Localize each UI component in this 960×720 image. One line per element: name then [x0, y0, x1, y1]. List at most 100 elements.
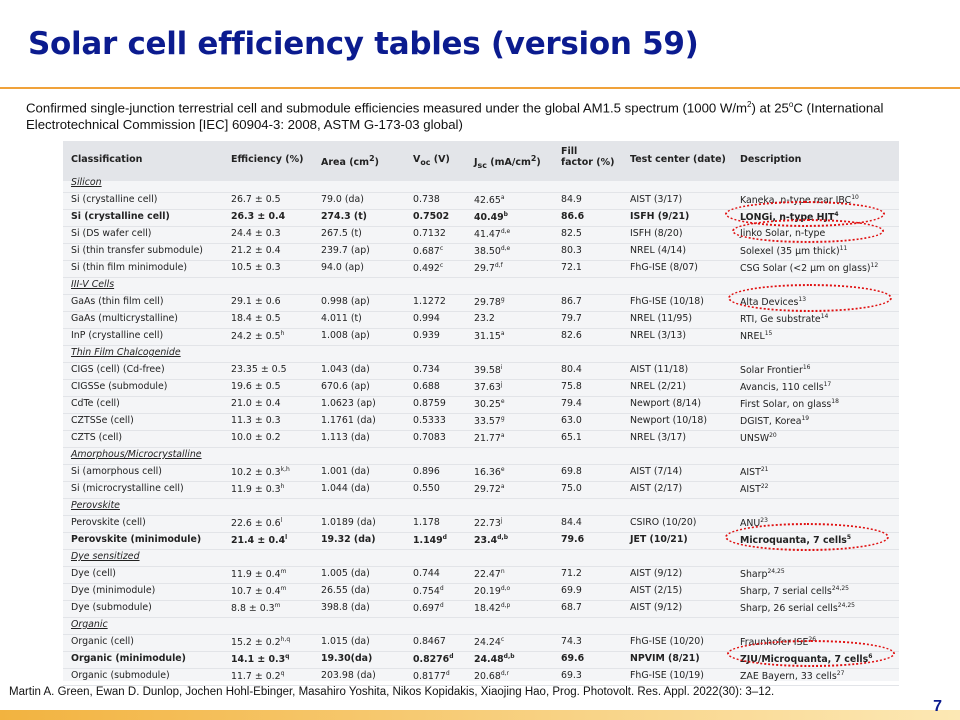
cell-jsc-footnote: b	[503, 211, 508, 218]
cell-eff: 23.35 ± 0.5	[231, 364, 287, 375]
table-row: CdTe (cell) 21.0 ± 0.4 1.0623 (ap) 0.8759 30…	[63, 396, 899, 414]
cell-center-text: NREL (4/14)	[630, 245, 687, 256]
cell-jsc-text: 40.49	[474, 212, 504, 224]
cell-ff: 84.4	[561, 517, 582, 528]
cell-eff-text: 15.2 ± 0.2	[231, 637, 281, 649]
cell-voc-text: 0.744	[413, 568, 440, 579]
highlight-jinko	[732, 219, 884, 243]
cell-ff: 75.8	[561, 381, 582, 392]
cell-jsc: 37.63j	[474, 381, 503, 393]
cell-voc-text: 0.8759	[413, 398, 446, 409]
cell-jsc-footnote: i	[500, 364, 503, 371]
cell-voc-text: 0.7083	[413, 432, 446, 443]
cell-eff-text: 26.3 ± 0.4	[231, 211, 286, 222]
cell-area: 1.044 (da)	[321, 483, 370, 494]
cell-jsc-footnote: a	[500, 483, 505, 490]
cell-jsc-footnote: d,r	[500, 670, 510, 677]
header-fill-factor: Fill factor (%)	[561, 146, 614, 168]
cell-ff: 79.4	[561, 398, 582, 409]
cell-area-text: 1.043 (da)	[321, 364, 370, 375]
cell-center-text: AIST (11/18)	[630, 364, 689, 375]
cell-jsc-footnote: d,b	[497, 534, 509, 541]
cell-name-text: GaAs (thin film cell)	[71, 296, 164, 307]
cell-desc: Solar Frontier16	[740, 364, 810, 376]
bottom-accent-bar	[0, 710, 960, 720]
cell-ff-text: 74.3	[561, 636, 582, 647]
intro-sup-2: o	[788, 100, 794, 109]
cell-area: 274.3 (t)	[321, 211, 367, 222]
cell-ff-text: 75.8	[561, 381, 582, 392]
table-row: Si (microcrystalline cell) 11.9 ± 0.3h 1.0…	[63, 481, 899, 499]
cell-name: Perovskite (cell)	[71, 517, 146, 528]
cell-ff-text: 79.7	[561, 313, 582, 324]
cell-center: Newport (8/14)	[630, 398, 701, 409]
table-row: CIGSSe (submodule) 19.6 ± 0.5 670.6 (ap) 0.…	[63, 379, 899, 397]
cell-jsc-text: 22.47	[474, 569, 501, 581]
cell-desc-footnote: 27	[836, 670, 845, 677]
cell-jsc-text: 33.57	[474, 416, 501, 428]
cell-jsc-footnote: e	[500, 466, 505, 473]
cell-ff: 69.8	[561, 466, 582, 477]
cell-desc-text: DGIST, Korea	[740, 416, 802, 428]
cell-desc-text: ANU	[740, 518, 761, 530]
table-row: Si (thin transfer submodule) 21.2 ± 0.4 23…	[63, 243, 899, 261]
cell-center-text: NREL (2/21)	[630, 381, 687, 392]
cell-desc-footnote: 17	[823, 381, 832, 388]
cell-name: Si (crystalline cell)	[71, 211, 170, 222]
cell-desc: Solexel (35 μm thick)11	[740, 245, 847, 257]
cell-center-text: AIST (3/17)	[630, 194, 683, 205]
cell-name-text: Si (thin film minimodule)	[71, 262, 188, 273]
cell-jsc-text: 30.25	[474, 399, 501, 411]
cell-name: Perovskite (minimodule)	[71, 534, 201, 545]
cell-jsc-footnote: d,o	[500, 585, 511, 592]
cell-jsc-footnote: d,e	[500, 245, 511, 252]
cell-eff-text: 22.6 ± 0.6	[231, 518, 281, 530]
cell-ff: 75.0	[561, 483, 582, 494]
cell-ff: 82.6	[561, 330, 582, 341]
cell-jsc-text: 23.4	[474, 535, 498, 547]
cell-voc-text: 0.734	[413, 364, 440, 375]
title-divider	[0, 87, 960, 89]
cell-ff: 74.3	[561, 636, 582, 647]
cell-center-text: Newport (10/18)	[630, 415, 707, 426]
cell-desc: CSG Solar (<2 μm on glass)12	[740, 262, 878, 274]
cell-jsc: 33.57g	[474, 415, 505, 427]
cell-eff: 10.5 ± 0.3	[231, 262, 281, 273]
cell-ff-text: 72.1	[561, 262, 582, 273]
cell-ff-text: 80.4	[561, 364, 582, 375]
cell-voc: 0.738	[413, 194, 440, 205]
cell-voc-footnote: c	[439, 262, 444, 269]
cell-eff-text: 18.4 ± 0.5	[231, 313, 281, 324]
table-row: Dye (minimodule) 10.7 ± 0.4m 26.55 (da) 0.7…	[63, 583, 899, 601]
cell-eff-footnote: m	[274, 602, 281, 609]
header-efficiency: Efficiency (%)	[231, 154, 304, 165]
cell-center-text: Newport (8/14)	[630, 398, 702, 409]
cell-name: GaAs (thin film cell)	[71, 296, 164, 307]
cell-eff-text: 24.2 ± 0.5	[231, 331, 281, 343]
cell-center-text: CSIRO (10/20)	[630, 517, 697, 528]
cell-eff-text: 11.3 ± 0.3	[231, 415, 281, 426]
cell-desc-text: AIST	[740, 467, 761, 479]
header-jsc-close: )	[536, 157, 541, 169]
cell-eff-text: 26.7 ± 0.5	[231, 194, 281, 205]
cell-ff-text: 80.3	[561, 245, 582, 256]
cell-jsc-text: 22.73	[474, 518, 501, 530]
header-fill-line1: Fill	[561, 146, 578, 157]
cell-area: 1.001 (da)	[321, 466, 370, 477]
cell-jsc-text: 20.68	[474, 671, 501, 683]
cell-desc-text: Avancis, 110 cells	[740, 382, 824, 394]
header-area-sup: 2	[369, 154, 375, 163]
intro-part-2: ) at 25	[751, 100, 789, 116]
cell-area: 203.98 (da)	[321, 670, 376, 681]
cell-ff: 80.3	[561, 245, 582, 256]
cell-name: Si (thin film minimodule)	[71, 262, 187, 273]
section-label: Perovskite	[71, 500, 120, 511]
cell-area: 4.011 (t)	[321, 313, 362, 324]
cell-desc: Sharp, 7 serial cells24,25	[740, 585, 849, 597]
cell-ff: 80.4	[561, 364, 582, 375]
cell-desc-footnote: 24,25	[831, 585, 849, 592]
cell-name-text: Si (crystalline cell)	[71, 194, 158, 205]
cell-jsc-footnote: g	[500, 296, 505, 303]
cell-ff-text: 84.9	[561, 194, 582, 205]
table-row: Dye (submodule) 8.8 ± 0.3m 398.8 (da) 0.697…	[63, 600, 899, 618]
